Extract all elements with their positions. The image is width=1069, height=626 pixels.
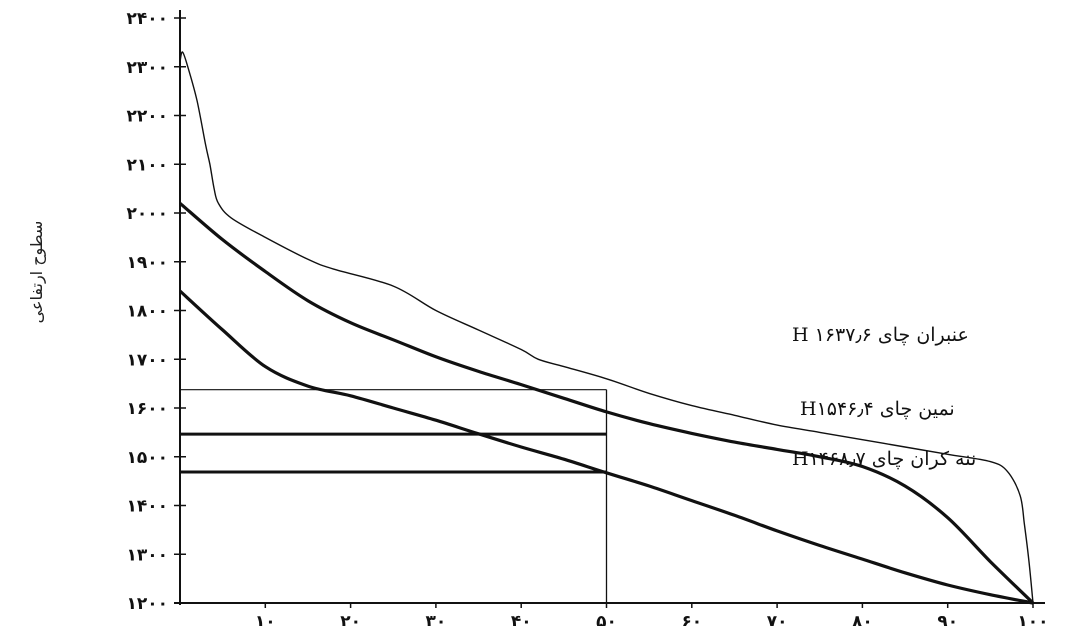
y-tick-label: ۲۳۰۰ [126, 58, 168, 78]
y-tick-label: ۱۶۰۰ [126, 399, 168, 419]
y-tick-label: ۲۴۰۰ [126, 9, 168, 29]
mean-line-label: نمین چای H۱۵۴۶٫۴ [800, 398, 955, 420]
hypsometric-curve [178, 202, 1035, 605]
x-tick-label: ۵۰ [596, 612, 617, 626]
x-tick-label: ۹۰ [937, 612, 958, 626]
x-tick-label: ۶۰ [681, 612, 702, 626]
hypsometric-curve [179, 51, 1034, 604]
y-tick-label: ۱۸۰۰ [126, 302, 168, 322]
x-tick-label: ۱۰ [255, 612, 276, 626]
mean-elevation-lines [180, 389, 608, 603]
axes [174, 10, 1045, 605]
mean-line-label: ننه کران چای H۱۴۶۸٫۷ [792, 448, 976, 470]
y-axis-label: سطوح ارتفاعی [27, 221, 47, 324]
y-tick-label: ۱۵۰۰ [126, 448, 168, 468]
x-tick-label: ۸۰ [852, 612, 873, 626]
hypsometric-curve [178, 289, 1034, 605]
mean-line-label: عنبران چای ۱۶۳۷٫۶ H [792, 324, 969, 346]
y-tick-label: ۱۳۰۰ [126, 545, 168, 565]
y-tick-label: ۲۲۰۰ [126, 107, 168, 127]
y-tick-label: ۱۹۰۰ [126, 253, 168, 273]
annotations: عنبران چای ۱۶۳۷٫۶ H نمین چای H۱۵۴۶٫۴ ننه ک… [792, 324, 976, 470]
x-axis-ticks: ۱۰ ۲۰ ۳۰ ۴۰ ۵۰ ۶۰ ۷۰ ۸۰ ۹۰ ۱۰۰ [255, 603, 1049, 626]
y-tick-label: ۱۴۰۰ [126, 497, 168, 517]
y-tick-label: ۲۰۰۰ [126, 204, 168, 224]
x-tick-label: ۱۰۰ [1017, 612, 1048, 626]
y-axis-ticks: ۱۲۰۰ ۱۳۰۰ ۱۴۰۰ ۱۵۰۰ ۱۶۰۰ ۱۷۰۰ ۱۸۰۰ ۱۹۰۰ ۲۰۰۰ ۲۱۰۰… [126, 9, 186, 614]
y-tick-label: ۱۲۰۰ [126, 594, 168, 614]
y-tick-label: ۲۱۰۰ [126, 155, 168, 175]
x-tick-label: ۳۰ [426, 612, 447, 626]
series-curves [178, 51, 1035, 605]
y-tick-label: ۱۷۰۰ [126, 350, 168, 370]
x-tick-label: ۷۰ [767, 612, 788, 626]
x-tick-label: ۲۰ [340, 612, 361, 626]
x-tick-label: ۴۰ [511, 612, 532, 626]
